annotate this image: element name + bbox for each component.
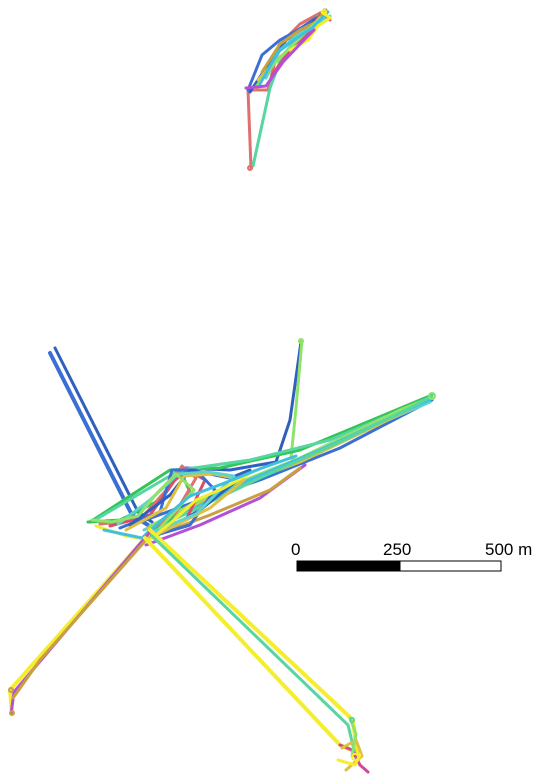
track-endpoint-markers	[8, 9, 436, 761]
track-endpoint-0	[298, 338, 304, 344]
track-endpoint-2	[8, 687, 14, 693]
sky-track	[102, 454, 298, 540]
scale-bar-black-segment	[296, 560, 401, 572]
light-green-track	[348, 716, 358, 758]
scale-bar-white-segment	[399, 560, 502, 572]
track-endpoint-1	[428, 392, 436, 400]
magenta-track	[338, 743, 370, 774]
green-track	[88, 393, 434, 524]
scale-label-500: 500 m	[485, 540, 532, 559]
track-endpoint-6	[247, 165, 253, 171]
light-green-track	[90, 472, 196, 530]
scale-label-250: 250	[383, 540, 411, 559]
track-endpoint-3	[9, 710, 15, 716]
purple-track	[244, 28, 316, 90]
north-track-cluster	[244, 8, 332, 170]
gold-track	[340, 738, 364, 772]
scale-label-0: 0	[291, 540, 300, 559]
main-track-cluster	[8, 338, 434, 774]
track-endpoint-4	[349, 717, 355, 723]
tan-track	[11, 538, 148, 700]
scale-bar: 0 250 500 m	[291, 540, 532, 572]
salmon-track	[246, 10, 324, 170]
track-endpoint-7	[321, 9, 327, 15]
track-endpoint-5	[351, 753, 359, 761]
sky-track	[258, 10, 330, 86]
